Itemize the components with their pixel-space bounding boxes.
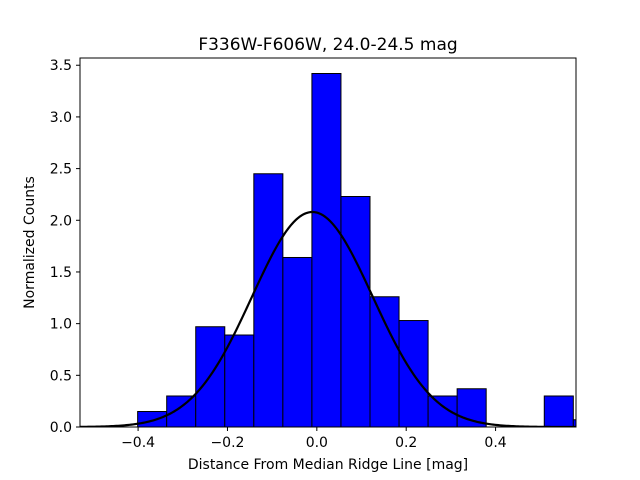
- x-tick-label: 0.0: [306, 435, 328, 451]
- y-tick-label: 2.0: [50, 213, 72, 229]
- plot-frame: [79, 57, 577, 428]
- bars-group: [137, 73, 576, 427]
- x-axis-ticks: −0.4 −0.2 0.0 0.2 0.4: [121, 427, 507, 451]
- y-tick-label: 0.5: [50, 368, 72, 384]
- gaussian-fit-curve: [80, 210, 576, 427]
- y-tick-label: 3.0: [50, 110, 72, 126]
- x-tick-label: −0.4: [121, 435, 155, 451]
- histogram-bar-3: [224, 334, 255, 427]
- histogram-bar-14: [543, 395, 574, 427]
- y-tick-label: 1.0: [50, 317, 72, 333]
- y-tick-label: 1.5: [50, 265, 72, 281]
- fit-layer: [80, 210, 576, 427]
- y-tick-label: 2.5: [50, 162, 72, 178]
- x-tick-label: −0.2: [210, 435, 244, 451]
- histogram-bar-15: [572, 419, 576, 427]
- histogram-bar-5: [282, 256, 313, 427]
- histogram-bar-6: [311, 73, 342, 427]
- histogram-bar-4: [253, 173, 284, 427]
- x-tick-label: 0.2: [395, 435, 417, 451]
- histogram-bar-8: [369, 296, 400, 427]
- y-tick-label: 0.0: [50, 420, 72, 436]
- y-axis-ticks: 0.0 0.5 1.0 1.5 2.0 2.5 3.0 3.5: [50, 58, 80, 436]
- histogram-bar-0: [137, 410, 168, 427]
- y-axis-label: Normalized Counts: [22, 176, 38, 309]
- x-axis-label: Distance From Median Ridge Line [mag]: [188, 457, 468, 473]
- chart-title: F336W-F606W, 24.0-24.5 mag: [198, 35, 457, 55]
- histogram-bar-1: [166, 395, 197, 427]
- x-tick-label: 0.4: [484, 435, 506, 451]
- y-tick-label: 3.5: [50, 58, 72, 74]
- histogram-bar-7: [340, 196, 371, 427]
